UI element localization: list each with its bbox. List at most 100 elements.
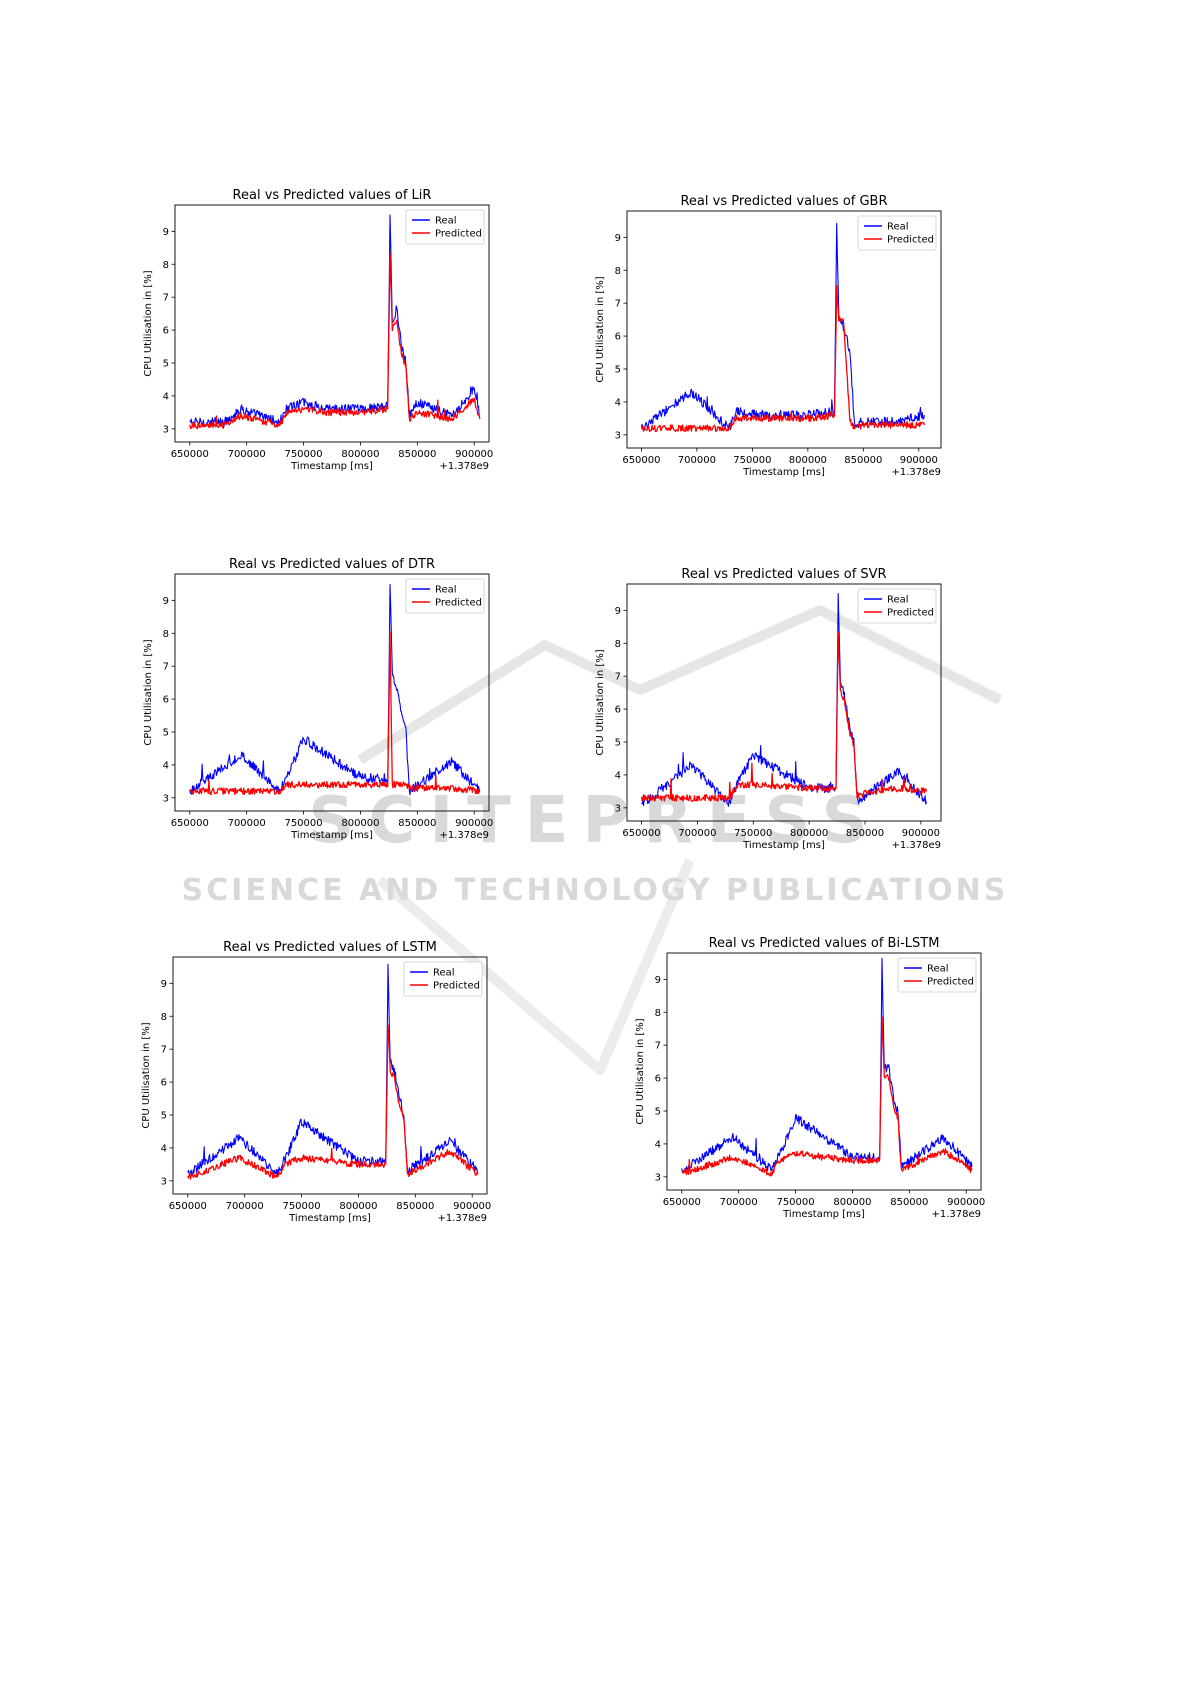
y-tick-label: 4 xyxy=(615,770,621,781)
chart-title: Real vs Predicted values of LiR xyxy=(233,188,432,203)
y-tick-label: 6 xyxy=(163,695,169,706)
chart-dtr-svg: Real vs Predicted values of DTR 3 4 5 6 7 8 9 65… xyxy=(143,557,493,841)
x-tick-label: 800000 xyxy=(790,828,828,839)
y-tick-label: 3 xyxy=(163,793,169,804)
series-group xyxy=(189,214,481,430)
y-tick-label: 3 xyxy=(161,1176,167,1187)
y-tick-label: 8 xyxy=(615,639,621,650)
legend: Real Predicted xyxy=(857,215,937,251)
legend-box xyxy=(857,215,937,251)
legend-label-predicted: Predicted xyxy=(435,229,482,240)
x-tick-label: 800000 xyxy=(833,1197,871,1208)
x-tick-label: 900000 xyxy=(455,449,493,460)
x-tick-label: 800000 xyxy=(789,455,827,466)
series-line-predicted xyxy=(189,251,481,430)
legend-label-real: Real xyxy=(927,964,949,975)
x-tick-label: 900000 xyxy=(453,1201,491,1212)
chart-title: Real vs Predicted values of GBR xyxy=(680,194,887,209)
series-line-real xyxy=(189,214,481,428)
y-tick-label: 8 xyxy=(163,629,169,640)
legend-label-real: Real xyxy=(435,216,457,227)
y-tick-label: 3 xyxy=(615,430,621,441)
y-tick-label: 4 xyxy=(655,1139,661,1150)
x-tick-label: 850000 xyxy=(844,455,882,466)
x-tick-label: 700000 xyxy=(226,1201,264,1212)
y-tick-label: 4 xyxy=(161,1143,167,1154)
chart-bi-lstm: Real vs Predicted values of Bi-LSTM 3 4 5 6 7… xyxy=(622,936,1042,1256)
y-tick-label: 7 xyxy=(163,662,169,673)
legend-label-predicted: Predicted xyxy=(927,977,974,988)
y-tick-label: 8 xyxy=(163,260,169,271)
y-tick-label: 9 xyxy=(161,979,167,990)
plot-frame xyxy=(174,573,490,812)
x-tick-label: 750000 xyxy=(282,1201,320,1212)
y-tick-label: 7 xyxy=(161,1045,167,1056)
x-axis-label: Timestamp [ms] xyxy=(742,840,825,851)
legend-label-real: Real xyxy=(433,968,455,979)
chart-gbr: Real vs Predicted values of GBR 3 4 5 6 7 8 9 65… xyxy=(582,194,1002,514)
x-axis-label: Timestamp [ms] xyxy=(290,830,373,841)
chart-svr-svg: Real vs Predicted values of SVR 3 4 5 6 7 8 9 65… xyxy=(595,567,942,851)
x-tick-label: 850000 xyxy=(890,1197,928,1208)
legend-label-real: Real xyxy=(435,585,457,596)
y-tick-label: 3 xyxy=(163,424,169,435)
series-group xyxy=(640,593,928,807)
series-group xyxy=(189,583,481,796)
x-tick-label: 900000 xyxy=(455,818,493,829)
y-axis-label: CPU Utilisation in [%] xyxy=(595,649,606,755)
x-offset-label: +1.378e9 xyxy=(891,467,941,478)
x-tick-label: 850000 xyxy=(396,1201,434,1212)
chart-dtr: Real vs Predicted values of DTR 3 4 5 6 7 8 9 65… xyxy=(130,557,550,877)
x-tick-label: 650000 xyxy=(622,828,660,839)
x-tick-label: 750000 xyxy=(776,1197,814,1208)
y-tick-label: 5 xyxy=(615,365,621,376)
chart-gbr-svg: Real vs Predicted values of GBR 3 4 5 6 7 8 9 65… xyxy=(595,194,942,478)
legend-box xyxy=(857,588,937,624)
x-offset-label: +1.378e9 xyxy=(891,840,941,851)
chart-lstm-svg: Real vs Predicted values of LSTM 3 4 5 6 7 8 9 6… xyxy=(141,940,491,1224)
x-axis-label: Timestamp [ms] xyxy=(288,1213,371,1224)
y-tick-label: 6 xyxy=(615,332,621,343)
legend-box xyxy=(405,578,485,614)
watermark-line2: SCIENCE AND TECHNOLOGY PUBLICATIONS xyxy=(182,873,1009,908)
y-tick-label: 5 xyxy=(163,359,169,370)
x-tick-label: 650000 xyxy=(663,1197,701,1208)
x-tick-label: 650000 xyxy=(169,1201,207,1212)
y-tick-label: 6 xyxy=(161,1078,167,1089)
x-offset-label: +1.378e9 xyxy=(931,1209,981,1220)
chart-bi-lstm-svg: Real vs Predicted values of Bi-LSTM 3 4 5 6 7… xyxy=(635,936,985,1220)
legend-box xyxy=(897,957,977,993)
x-offset-label: +1.378e9 xyxy=(439,461,489,472)
y-tick-label: 5 xyxy=(161,1111,167,1122)
series-line-real xyxy=(681,957,973,1174)
x-tick-label: 750000 xyxy=(733,455,771,466)
legend-label-real: Real xyxy=(887,222,909,233)
y-tick-label: 5 xyxy=(615,738,621,749)
plot-frame xyxy=(174,204,490,443)
y-tick-label: 9 xyxy=(163,227,169,238)
x-tick-label: 700000 xyxy=(228,818,266,829)
y-tick-label: 4 xyxy=(615,397,621,408)
chart-svr: Real vs Predicted values of SVR 3 4 5 6 7 8 9 65… xyxy=(582,567,1002,887)
series-line-predicted xyxy=(681,1016,973,1177)
series-group xyxy=(640,222,926,433)
legend-label-predicted: Predicted xyxy=(887,235,934,246)
x-tick-label: 700000 xyxy=(720,1197,758,1208)
x-tick-label: 800000 xyxy=(341,818,379,829)
y-axis-label: CPU Utilisation in [%] xyxy=(143,639,154,745)
x-tick-label: 650000 xyxy=(622,455,660,466)
x-tick-label: 900000 xyxy=(902,828,940,839)
x-tick-label: 700000 xyxy=(678,455,716,466)
chart-title: Real vs Predicted values of Bi-LSTM xyxy=(709,936,940,951)
legend: Real Predicted xyxy=(405,209,485,245)
x-axis-label: Timestamp [ms] xyxy=(742,467,825,478)
x-tick-label: 750000 xyxy=(284,818,322,829)
series-line-predicted xyxy=(189,631,480,796)
y-tick-label: 8 xyxy=(161,1012,167,1023)
series-line-real xyxy=(187,963,479,1177)
y-tick-label: 5 xyxy=(655,1107,661,1118)
chart-lstm: Real vs Predicted values of LSTM 3 4 5 6 7 8 9 6… xyxy=(128,940,548,1260)
legend: Real Predicted xyxy=(897,957,977,993)
y-axis-label: CPU Utilisation in [%] xyxy=(635,1018,646,1124)
